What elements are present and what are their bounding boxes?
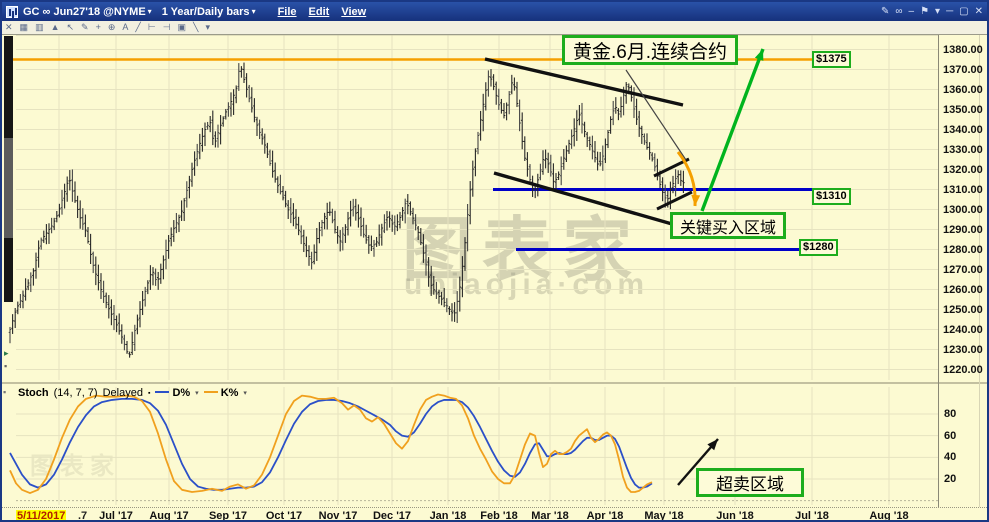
x-axis-month-label: Apr '18 [586,510,624,522]
y-axis-label: 1310.00 [943,183,983,196]
timeframe-dropdown-icon[interactable]: ▾ [251,7,256,16]
y-axis-label: 1230.00 [943,343,983,356]
annotation-contract-title[interactable]: 黄金.6月.连续合约 [562,35,738,65]
scrollbar-thumb[interactable] [4,138,13,238]
line-end-tool-icon[interactable]: ⊣ [162,22,171,32]
ray-tool-icon[interactable]: ╲ [193,22,199,32]
y-axis-label: 1220.00 [943,363,983,376]
drawing-toolbar: ✕ ▦ ▥ ▲ ↖ ✎ + ⊕ A ╱ ⊢ ⊣ ▣ ╲ ▾ [2,21,987,35]
price-level-tag[interactable]: $1310 [812,188,851,205]
x-axis-month-label: Dec '17 [372,510,412,522]
title-bar: GC ∞ Jun27'18 @NYME ▾ 1 Year/Daily bars … [2,2,987,21]
menu-view[interactable]: View [341,5,367,18]
y-axis-label: 1300.00 [943,203,983,216]
axis-border [938,35,939,507]
stoch-params: (14, 7, 7) [53,387,98,399]
x-axis-month-label: Jan '18 [429,510,467,522]
x-axis-month-label: Mar '18 [531,510,569,522]
stoch-axis-label: 80 [944,408,957,420]
expand-panel-icon[interactable]: ▸ [4,348,9,358]
window-controls: ✎ ∞ ‒ ⚑ ▾ ─ ▢ ✕ [881,6,983,17]
d-line-swatch [155,391,170,394]
y-axis-label: 1320.00 [943,163,983,176]
stoch-legend-d[interactable]: D% [155,387,190,399]
stoch-panel-grip-icon[interactable]: ▪ [3,387,7,397]
k-line-swatch [203,391,218,394]
stoch-axis-label: 40 [944,451,957,464]
crosshair-tool-icon[interactable]: + [95,22,101,32]
timeframe-title[interactable]: 1 Year/Daily bars [161,5,250,18]
gutter-border [979,35,980,507]
y-axis-label: 1250.00 [943,303,983,316]
x-axis-month-label: Oct '17 [265,510,303,522]
dash-icon[interactable]: ‒ [908,6,915,17]
stoch-mode: Delayed [102,387,143,399]
panel-grip-icon[interactable]: ▪ [4,361,8,371]
x-axis-month-label: Jul '18 [795,510,829,522]
stoch-axis-label: 60 [944,429,957,442]
vertical-scrollbar[interactable] [4,36,13,302]
annotation-buy-zone[interactable]: 关键买入区域 [670,212,786,239]
x-axis-month-label: Jun '18 [716,510,754,522]
flag-icon[interactable]: ⚑ [920,6,930,17]
stoch-legend-k[interactable]: K% [203,387,238,399]
x-axis-month-label: Nov '17 [318,510,358,522]
x-axis-month-label: Jul '17 [99,510,133,522]
channel-tool-icon[interactable]: ▣ [177,22,187,32]
x-axis-month-label: May '18 [644,510,684,522]
annotation-oversold-zone[interactable]: 超卖区域 [696,468,804,497]
minimize-icon[interactable]: ─ [946,6,954,17]
y-axis-label: 1340.00 [943,123,983,136]
y-axis-label: 1360.00 [943,83,983,96]
start-date-suffix: .7 [78,510,88,522]
cursor-tool-icon[interactable]: ↖ [66,22,75,32]
annotate-icon[interactable]: ✎ [880,6,890,17]
bar-chart-icon[interactable]: ▥ [35,22,44,32]
text-tool-icon[interactable]: A [122,22,129,32]
y-axis-label: 1380.00 [943,43,983,56]
area-chart-icon[interactable]: ▲ [50,22,60,32]
link-symbol-icon[interactable]: ∞ [895,6,903,17]
stoch-axis-label: 20 [944,472,957,485]
d-dropdown-icon[interactable]: ▾ [195,390,199,397]
x-axis-month-label: Sep '17 [208,510,248,522]
start-date-highlight: 5/11/2017 [16,510,67,522]
chart-grid-icon[interactable]: ▦ [19,22,29,32]
y-axis-label: 1350.00 [943,103,983,116]
y-axis-label: 1330.00 [943,143,983,156]
dropdown-icon[interactable]: ▾ [935,6,941,17]
x-axis-month-label: Feb '18 [480,510,518,522]
restore-icon[interactable]: ▢ [959,6,969,17]
y-axis-label: 1270.00 [943,263,983,276]
stoch-header: Stoch (14, 7, 7) Delayed ▪ D% ▾ K% ▾ [18,387,247,399]
zoom-tool-icon[interactable]: ⊕ [107,22,116,32]
y-axis-label: 1260.00 [943,283,983,296]
menu-edit[interactable]: Edit [308,5,330,18]
x-axis-month-label: Aug '18 [869,510,909,522]
k-dropdown-icon[interactable]: ▾ [243,390,247,397]
stoch-mode-icon: ▪ [147,389,151,397]
y-axis-label: 1370.00 [943,63,983,76]
y-axis-label: 1280.00 [943,243,983,256]
line-begin-tool-icon[interactable]: ⊢ [147,22,156,32]
tools-dropdown-icon[interactable]: ▾ [205,22,210,32]
stoch-name[interactable]: Stoch [18,387,49,399]
draw-tool-icon[interactable]: ✎ [81,22,89,32]
y-axis-label: 1240.00 [943,323,983,336]
price-level-tag[interactable]: $1280 [799,239,838,256]
close-chart-icon[interactable]: ✕ [5,22,13,32]
price-level-tag[interactable]: $1375 [812,51,851,68]
symbol-dropdown-icon[interactable]: ▾ [147,7,152,16]
y-axis-label: 1290.00 [943,223,983,236]
time-axis: 5/11/2017 .7 Jul '17 Aug '17 Sep '17 Oct '1… [2,507,987,522]
x-axis-month-label: Aug '17 [149,510,189,522]
app-icon [6,5,18,18]
symbol-title[interactable]: GC ∞ Jun27'18 @NYME [23,5,146,18]
trendline-tool-icon[interactable]: ╱ [135,22,141,32]
menu-file[interactable]: File [277,5,297,18]
close-icon[interactable]: ✕ [974,6,983,17]
